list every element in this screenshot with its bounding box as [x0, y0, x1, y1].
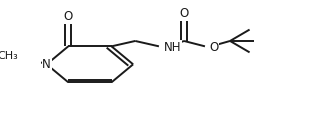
Text: O: O [209, 41, 218, 54]
Text: CH₃: CH₃ [0, 51, 18, 61]
Text: O: O [64, 10, 73, 23]
Text: NH: NH [164, 41, 181, 54]
Text: O: O [180, 7, 189, 20]
Text: N: N [42, 58, 51, 71]
